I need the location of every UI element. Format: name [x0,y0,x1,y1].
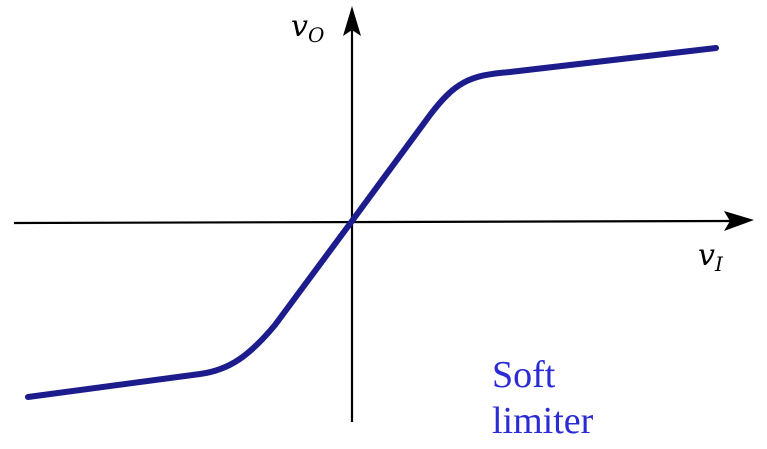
x-axis [13,219,731,225]
y-axis-label-subscript: O [308,23,324,47]
x-axis-label-main: v [698,238,715,273]
y-axis-arrowhead [343,6,361,36]
x-axis-label-subscript: I [714,252,724,276]
caption-line-1: Soft [492,354,556,396]
caption-line-2: limiter [492,400,594,442]
x-axis-label: vI [698,238,724,276]
diagram-caption: Soft limiter [492,352,593,444]
y-axis-label: vO [291,9,324,47]
y-axis-label-main: v [291,9,308,44]
x-axis-arrowhead [724,211,754,231]
soft-limiter-curve [25,45,719,400]
